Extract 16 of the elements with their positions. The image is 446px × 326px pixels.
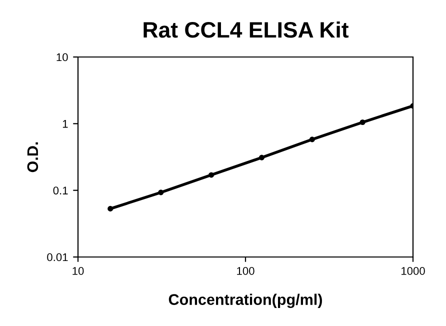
- y-tick-label: 0.1: [53, 186, 68, 194]
- x-axis-title: Concentration(pg/ml): [168, 294, 322, 308]
- chart-title: Rat CCL4 ELISA Kit: [144, 21, 349, 38]
- point: [158, 190, 164, 196]
- x-tick-label: 1000: [401, 267, 425, 275]
- point: [258, 154, 265, 160]
- y-tick-label: 10: [56, 53, 68, 62]
- x-tick-label: 10: [72, 267, 84, 275]
- point: [108, 206, 114, 212]
- point: [360, 119, 366, 126]
- point: [309, 136, 315, 142]
- y-tick-label: 0.01: [47, 253, 68, 262]
- x-tick-label: 100: [237, 267, 254, 275]
- y-tick-label: 1: [62, 120, 68, 128]
- y-axis-title: O.D.: [27, 142, 38, 172]
- point: [208, 172, 214, 178]
